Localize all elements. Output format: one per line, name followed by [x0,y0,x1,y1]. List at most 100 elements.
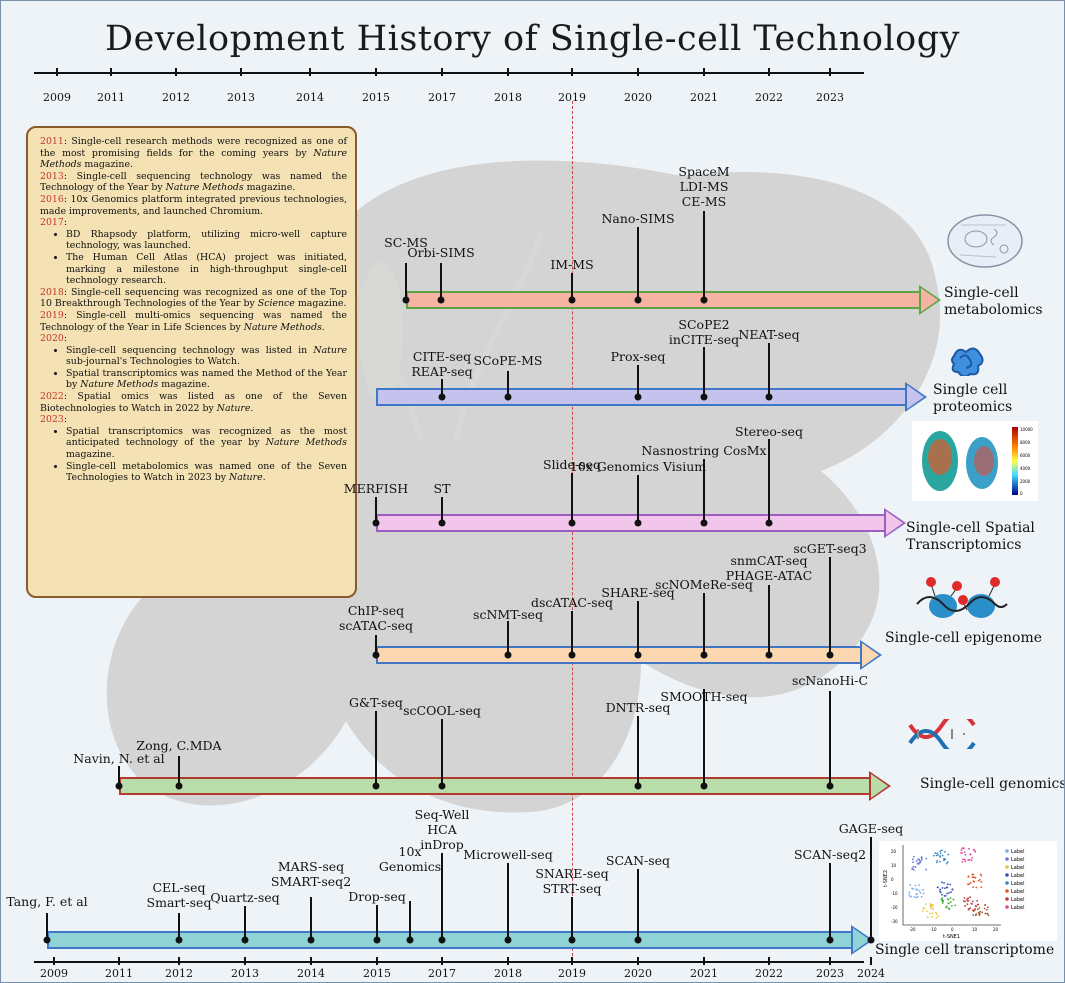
colorbar-tick: 10000 [1020,427,1033,432]
top-axis-tick [768,68,770,76]
milestone-stem [118,766,120,786]
tsne-point [939,891,942,894]
tsne-point [940,849,943,852]
tsne-point [932,854,935,857]
milestone-dot [504,936,512,944]
milestone-stem [507,863,509,940]
top-axis-tick [56,68,58,76]
milestone-dot [700,296,708,304]
tsne-point [976,908,979,911]
tsne-point [946,883,949,886]
milestone-dot [115,782,123,790]
bottom-axis-year-label: 2018 [494,967,522,980]
tsne-point [979,910,981,913]
tsne-point [931,915,934,918]
tsne-point [918,859,921,862]
tsne-point [911,868,914,870]
tsne-legend-label: Label [1011,865,1025,871]
milestone-dot [700,651,708,659]
tsne-point [969,896,971,899]
milestone-dot [765,393,773,401]
milestone-label-epigenome: scGET-seq3 [793,541,867,556]
tsne-xtick: -10 [930,927,937,932]
tsne-point [951,905,953,907]
milestone-dot [826,936,834,944]
tsne-legend-marker [1005,881,1009,885]
milestone-dot [307,936,315,944]
milestone-label-transcriptome: Drop-seq [348,889,406,904]
milestone-label-epigenome: snmCAT-seq PHAGE-ATAC [725,553,813,583]
tsne-point [968,847,970,850]
top-axis-tick [571,68,573,76]
milestone-dot [634,936,642,944]
milestone-label-metabolomics: IM-MS [550,257,594,272]
category-label-genomics: Single-cell genomics [920,776,1065,792]
top-axis-year-label: 2019 [558,91,586,104]
tsne-point [973,880,976,883]
milestone-dot [826,651,834,659]
milestone-stem [405,263,407,300]
tsne-point [947,902,950,905]
milestone-stem [637,475,639,523]
tsne-legend-marker [1005,865,1009,869]
tsne-point [910,895,912,898]
milestone-label-transcriptome: Seq-Well HCA inDrop [414,807,470,852]
bottom-axis-year-label: 2009 [40,967,68,980]
milestone-label-genomics: G&T-seq [349,695,403,710]
category-label-metabolomics: Single-cell metabolomics [944,285,1043,318]
tsne-point [944,887,946,890]
tsne-point [945,886,948,889]
milestone-dot [700,393,708,401]
tsne-point [939,852,942,855]
tsne-point [939,888,942,891]
tsne-point [916,862,919,865]
tsne-point [912,861,914,864]
tsne-point [969,853,972,856]
milestone-label-transcriptome: 10x Genomics [378,844,442,874]
tsne-point [937,915,940,918]
milestone-stem [703,347,705,397]
tsne-ytick: 0 [891,877,894,882]
tsne-point [977,911,980,914]
tsne-point [943,859,945,862]
tsne-point [967,908,970,911]
bottom-axis-year-label: 2020 [624,967,652,980]
milestone-stem [870,837,872,940]
tsne-point [925,868,927,871]
tsne-legend-label: Label [1011,857,1025,863]
bottom-axis-year-label: 2019 [558,967,586,980]
bottom-axis-tick [829,957,831,965]
tsne-point [920,857,923,860]
bottom-axis-year-label: 2022 [755,967,783,980]
tsne-point [967,897,970,900]
milestone-stem [571,611,573,655]
bottom-axis-year-label: 2023 [816,967,844,980]
milestone-label-genomics: DNTR-seq [605,700,671,715]
milestone-stem [637,869,639,940]
tsne-point [915,888,917,891]
bottom-axis-tick [571,957,573,965]
tsne-point [916,889,919,891]
milestone-stem [637,601,639,655]
top-axis-tick [637,68,639,76]
tsne-point [974,914,977,917]
milestone-dot [568,296,576,304]
milestone-dot [43,936,51,944]
bottom-axis-year-label: 2015 [363,967,391,980]
info-2023-item-1: Spatial transcriptomics was recognized a… [66,426,347,461]
tsne-point [922,909,924,912]
milestone-label-metabolomics: SC-MS [384,235,428,250]
track-arrowhead-fill-genomics [871,774,888,798]
tsne-point [943,894,946,897]
category-label-epigenome: Single-cell epigenome [885,630,1043,646]
tsne-legend-marker [1005,905,1009,909]
milestone-stem [768,439,770,523]
tsne-point [962,847,965,849]
tsne-point [984,912,987,915]
colorbar-tick: 0 [1020,491,1023,496]
tsne-point [978,878,981,881]
tsne-point [975,886,978,889]
tsne-point [941,886,944,889]
tsne-point [972,873,975,876]
milestone-dot [634,296,642,304]
